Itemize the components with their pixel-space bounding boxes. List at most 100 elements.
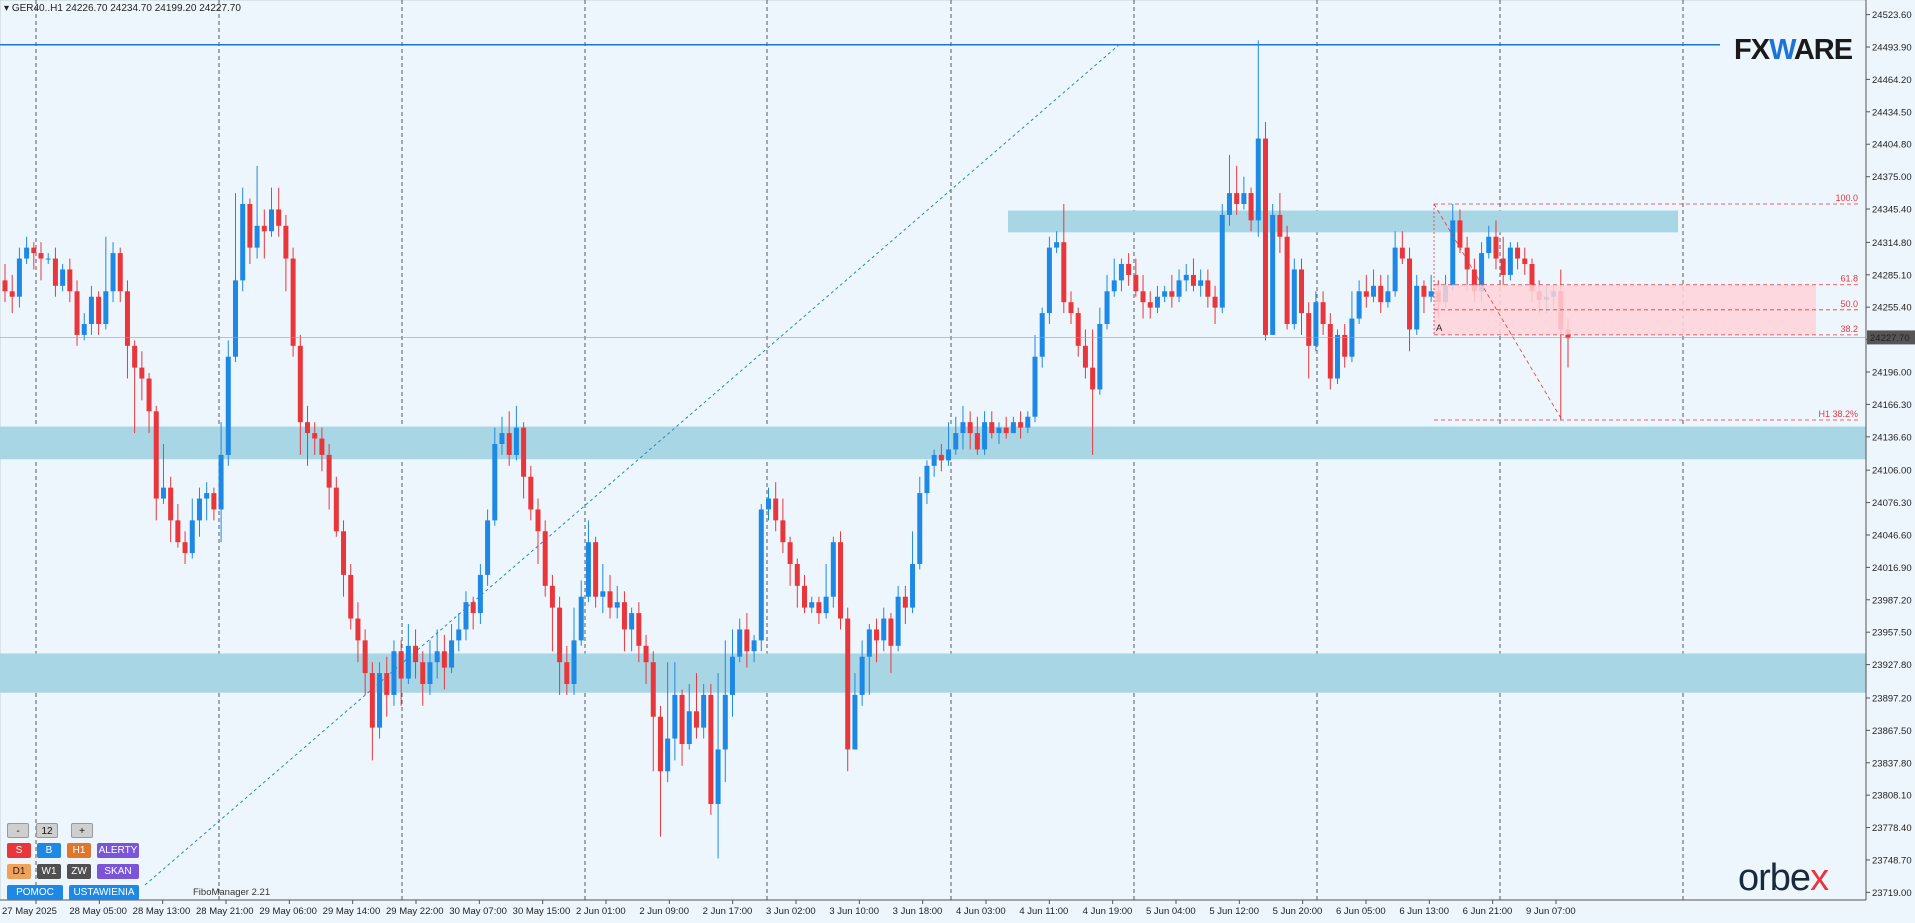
candle-body: [1169, 291, 1175, 297]
candle-body: [1291, 269, 1297, 324]
candle-body: [1306, 313, 1312, 346]
candle-body: [1450, 220, 1456, 286]
orbex-logo: orbex: [1738, 857, 1829, 899]
candle: [1183, 264, 1189, 292]
candle: [859, 640, 865, 706]
candle: [1255, 40, 1261, 237]
decrease-button[interactable]: -: [7, 823, 29, 838]
candle: [1176, 269, 1182, 303]
candle: [1378, 274, 1384, 314]
candle-body: [1428, 291, 1434, 297]
candle-body: [290, 258, 296, 346]
candle: [326, 444, 332, 510]
candle-body: [1032, 356, 1038, 417]
candle: [585, 520, 591, 603]
candle-body: [499, 433, 505, 444]
candle-body: [232, 280, 238, 357]
candle: [1118, 258, 1124, 292]
candle: [1018, 411, 1024, 439]
candle-body: [1183, 274, 1189, 281]
candle-body: [823, 596, 829, 614]
candle-body: [269, 209, 275, 232]
candle: [31, 242, 37, 270]
settings-button[interactable]: USTAWIENIA: [69, 885, 139, 900]
candle-body: [1025, 416, 1031, 428]
candle: [182, 531, 188, 564]
scan-button[interactable]: SKAN: [97, 864, 139, 879]
candle-body: [1335, 334, 1341, 379]
candle-body: [1234, 193, 1240, 204]
candle-body: [139, 367, 145, 379]
candle: [902, 585, 908, 624]
candle: [427, 640, 433, 695]
candle: [621, 591, 627, 652]
w1-button[interactable]: W1: [37, 864, 61, 879]
candle-body: [74, 291, 80, 335]
candle-body: [542, 531, 548, 586]
candle: [405, 624, 411, 684]
candle-body: [1486, 236, 1492, 254]
candle-body: [715, 749, 721, 804]
candle-body: [614, 602, 620, 608]
candle: [881, 607, 887, 652]
candle: [196, 487, 202, 537]
candle-body: [60, 269, 66, 286]
candle: [391, 640, 397, 706]
fibo-manager-label: FiboManager 2.21: [193, 887, 271, 898]
candle: [780, 498, 786, 554]
candle-body: [1068, 302, 1074, 314]
candle: [175, 504, 181, 548]
candle: [1154, 285, 1160, 314]
candle-body: [1082, 345, 1088, 368]
time-tick-label: 30 May 15:00: [513, 906, 571, 917]
candle: [1486, 225, 1492, 259]
candle: [1270, 204, 1276, 335]
sell-button[interactable]: S: [7, 843, 31, 858]
candle: [737, 618, 743, 663]
fibonacci-tool: 100.0 61.8 50.0 38.2 H1 38.2% A: [1433, 193, 1860, 421]
candle-body: [643, 645, 649, 663]
time-tick-label: 5 Jun 20:00: [1273, 906, 1323, 917]
candle: [1198, 269, 1204, 297]
candle-body: [960, 422, 966, 434]
candle-body: [1407, 258, 1413, 330]
candle: [218, 422, 224, 543]
buy-button[interactable]: B: [37, 843, 61, 858]
candle: [866, 624, 872, 695]
alerts-button[interactable]: ALERTY: [97, 843, 139, 858]
candle-body: [830, 542, 836, 597]
candle: [513, 405, 519, 461]
candle: [751, 634, 757, 663]
candle-body: [405, 645, 411, 679]
candle: [787, 536, 793, 586]
candle-body: [117, 253, 123, 292]
price-tick-label: 23897.20: [1872, 693, 1912, 704]
candle: [672, 662, 678, 761]
candle-body: [1262, 138, 1268, 335]
candle: [1371, 269, 1377, 303]
candle: [384, 656, 390, 717]
candle-body: [744, 629, 750, 652]
zw-button[interactable]: ZW: [67, 864, 91, 879]
candle: [679, 689, 685, 766]
help-button[interactable]: POMOC: [7, 885, 63, 900]
candle-body: [254, 225, 260, 248]
price-tick-label: 24345.40: [1872, 205, 1912, 216]
candle-body: [571, 640, 577, 684]
candle-body: [1176, 280, 1182, 297]
increase-button[interactable]: +: [71, 823, 93, 838]
candle: [1457, 209, 1463, 254]
d1-button[interactable]: D1: [7, 864, 31, 879]
candle: [269, 187, 275, 237]
candle-body: [1529, 264, 1535, 292]
candle: [88, 285, 94, 335]
candle: [1306, 302, 1312, 379]
candle: [910, 531, 916, 614]
candle-body: [852, 694, 858, 750]
value-field[interactable]: 12: [36, 823, 58, 838]
candle: [1190, 258, 1196, 292]
price-tick-label: 24255.40: [1872, 303, 1912, 314]
h1-button[interactable]: H1: [67, 843, 91, 858]
candle-body: [427, 662, 433, 684]
collapse-arrow-icon[interactable]: ▾: [4, 3, 10, 14]
